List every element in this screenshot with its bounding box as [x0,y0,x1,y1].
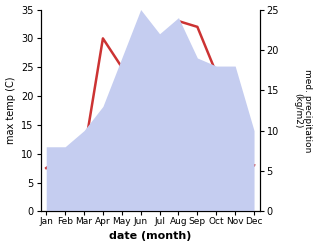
Y-axis label: med. precipitation
(kg/m2): med. precipitation (kg/m2) [293,69,313,152]
Y-axis label: max temp (C): max temp (C) [5,77,16,144]
X-axis label: date (month): date (month) [109,231,191,242]
